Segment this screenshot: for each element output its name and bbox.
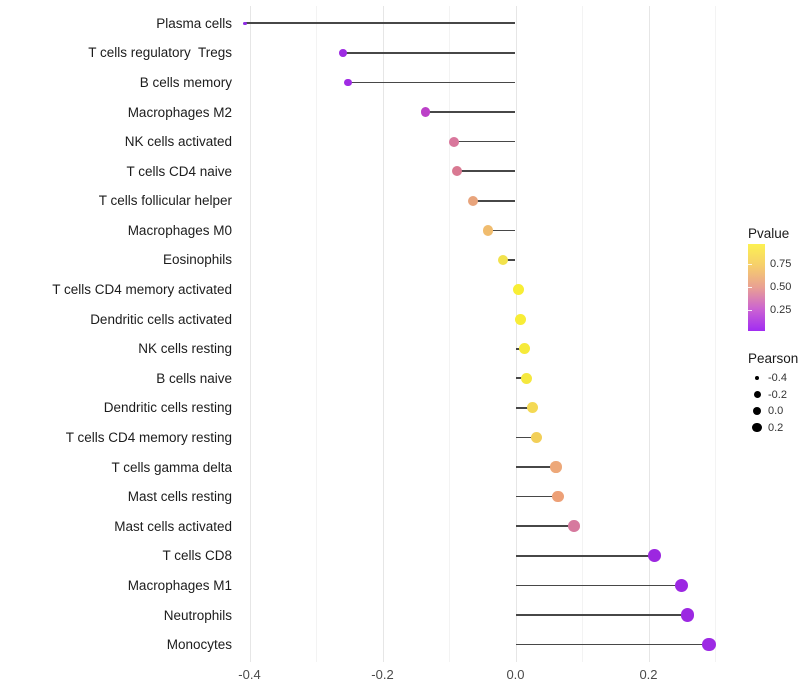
y-axis-label: Macrophages M1	[127, 577, 232, 593]
lollipop-stem	[472, 199, 516, 202]
y-axis-label: Macrophages M0	[127, 222, 232, 238]
pearson-legend-dot	[752, 406, 762, 416]
y-axis-label: Dendritic cells activated	[90, 311, 232, 327]
pearson-legend-label: -0.4	[768, 372, 787, 384]
data-point-dot	[674, 578, 688, 592]
gridline-major	[249, 6, 251, 662]
y-axis-label: T cells CD4 memory resting	[65, 429, 232, 445]
lollipop-stem	[343, 52, 516, 54]
y-axis-label: B cells memory	[139, 74, 232, 90]
lollipop-stem	[456, 170, 516, 173]
lollipop-stem	[515, 643, 709, 646]
gridline-major	[382, 6, 384, 662]
pearson-legend-label: 0.2	[768, 421, 784, 434]
y-axis-label: T cells follicular helper	[98, 193, 232, 209]
y-axis-label: NK cells resting	[138, 341, 232, 357]
lollipop-stem	[425, 111, 516, 113]
data-point-dot	[702, 637, 716, 652]
x-tick-label: -0.2	[371, 667, 394, 682]
pearson-legend-label: -0.2	[768, 388, 787, 401]
y-axis-label: B cells naive	[156, 370, 232, 386]
lollipop-stem	[515, 495, 559, 498]
pearson-legend-dot	[752, 422, 762, 433]
colorbar-tick	[748, 310, 752, 311]
y-axis-label: Eosinophils	[162, 252, 232, 268]
data-point-dot	[521, 372, 533, 384]
y-axis-label: T cells gamma delta	[111, 459, 232, 475]
data-point-dot	[515, 313, 527, 325]
pvalue-legend-title: Pvalue	[748, 226, 790, 241]
data-point-dot	[552, 490, 564, 503]
data-point-dot	[568, 520, 580, 533]
y-axis-label: Mast cells activated	[114, 518, 232, 534]
x-tick-label: -0.4	[238, 667, 261, 682]
data-point-dot	[452, 166, 462, 177]
y-axis-label: Neutrophils	[163, 607, 232, 623]
data-point-dot	[497, 254, 509, 266]
data-point-dot	[531, 431, 543, 444]
gridline-minor	[449, 6, 450, 662]
pearson-legend-dot	[753, 391, 761, 398]
data-point-dot	[339, 49, 348, 57]
y-axis-label: T cells CD4 memory activated	[52, 282, 232, 298]
data-point-dot	[467, 195, 479, 206]
lollipop-stem	[515, 525, 575, 528]
lollipop-stem	[515, 407, 533, 409]
colorbar-tick-label: 0.50	[770, 281, 792, 293]
pearson-legend-label: 0.0	[768, 405, 784, 417]
y-axis-label: Plasma cells	[156, 15, 232, 31]
data-point-dot	[344, 78, 352, 87]
colorbar-tick	[748, 264, 752, 265]
data-point-dot	[421, 107, 431, 117]
colorbar-tick-label: 0.75	[770, 258, 792, 270]
gridline-minor	[582, 6, 583, 662]
data-point-dot	[526, 402, 538, 414]
gridline-minor	[715, 6, 716, 662]
lollipop-stem	[244, 22, 516, 25]
y-axis-label: Macrophages M2	[127, 104, 232, 120]
lollipop-stem	[515, 614, 688, 616]
lollipop-stem	[515, 584, 682, 587]
y-axis-label: T cells regulatory Tregs	[88, 45, 232, 61]
y-axis-label: Monocytes	[166, 637, 232, 653]
gridline-major	[648, 6, 650, 662]
y-axis-label: T cells CD8	[162, 548, 232, 564]
y-axis-label: NK cells activated	[124, 134, 232, 150]
data-point-dot	[550, 461, 562, 473]
lollipop-stem	[453, 140, 516, 143]
lollipop-stem	[502, 259, 516, 261]
y-axis-label: T cells CD4 naive	[126, 163, 232, 179]
lollipop-stem	[515, 554, 655, 557]
data-point-dot	[512, 284, 524, 295]
data-point-dot	[519, 343, 531, 355]
colorbar-tick-label: 0.25	[770, 304, 792, 316]
pearson-legend-title: Pearson	[748, 351, 799, 366]
data-point-dot	[680, 608, 694, 622]
x-tick-label: 0.0	[506, 667, 525, 682]
y-axis-label: Dendritic cells resting	[103, 400, 232, 416]
lollipop-stem	[488, 229, 516, 232]
data-point-dot	[648, 549, 661, 563]
lollipop-stem	[515, 466, 557, 468]
data-point-dot	[243, 21, 247, 26]
pearson-legend-dot	[755, 376, 759, 380]
colorbar-tick	[748, 287, 752, 288]
gridline-major	[515, 6, 517, 662]
gridline-minor	[316, 6, 317, 662]
data-point-dot	[448, 136, 459, 147]
x-tick-label: 0.2	[639, 667, 658, 682]
pvalue-colorbar	[748, 244, 765, 331]
lollipop-stem	[515, 377, 527, 380]
lollipop-stem	[347, 81, 516, 84]
lollipop-stem	[515, 436, 537, 439]
y-axis-label: Mast cells resting	[127, 489, 232, 505]
data-point-dot	[483, 225, 494, 236]
